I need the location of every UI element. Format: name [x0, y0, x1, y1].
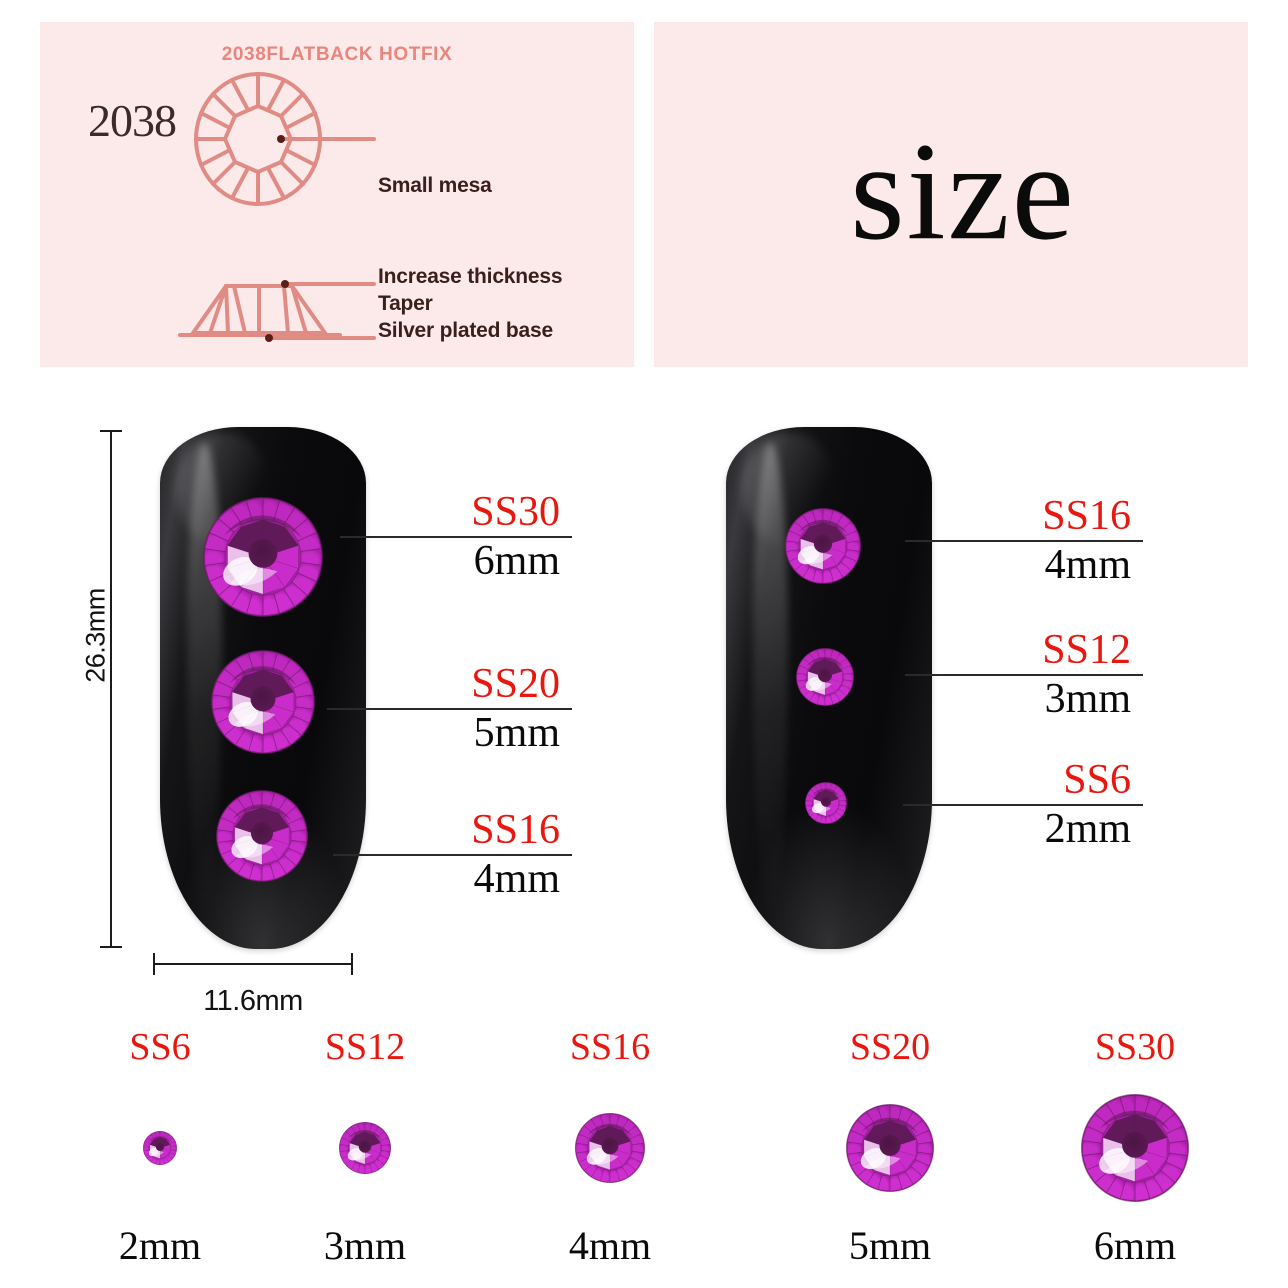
- callout-mm-label: 6mm: [473, 538, 560, 584]
- spec-model-number: 2038: [88, 95, 177, 146]
- size-cell-mm-label: 4mm: [568, 1223, 652, 1268]
- size-cell-ss-label: SS16: [569, 1026, 651, 1068]
- width-dimension-cap-right: [351, 953, 353, 975]
- gem-ss12-on-nail-right: [796, 648, 854, 706]
- size-cell-mm-label: 2mm: [118, 1223, 202, 1268]
- callout-leader: [905, 674, 1143, 676]
- label-increase-thickness: Increase thickness: [378, 265, 563, 288]
- height-dimension-label: 26.3mm: [80, 588, 111, 683]
- size-cell-ss16: SS16 4mm: [510, 1020, 710, 1288]
- callout-mm-label: 4mm: [1044, 542, 1131, 588]
- size-cell-ss20: SS20 5mm: [790, 1020, 990, 1288]
- size-cell-gem: [845, 1103, 935, 1193]
- width-dimension-label: 11.6mm: [203, 985, 303, 1017]
- callout-mm-label: 2mm: [1044, 806, 1131, 852]
- callout-mm-label: 4mm: [473, 856, 560, 902]
- anchor-dot-base: [265, 334, 273, 342]
- callout-mm-label: 5mm: [473, 710, 560, 756]
- spec-panel-header: 2038FLATBACK HOTFIX: [221, 44, 453, 65]
- size-cell-mm-label: 6mm: [1093, 1223, 1177, 1268]
- height-dimension-line: [110, 430, 112, 948]
- callout-ss-label: SS16: [471, 807, 560, 853]
- size-cell-ss-label: SS30: [1094, 1026, 1176, 1068]
- width-dimension-cap-left: [153, 953, 155, 975]
- callout-leader: [340, 536, 572, 538]
- spec-panel: 2038FLATBACK HOTFIX 2038: [40, 22, 634, 367]
- flatback-diagram: [178, 72, 376, 342]
- size-comparison-row: SS6 2mm SS12: [0, 1020, 1288, 1288]
- gem-ss30-on-nail: [203, 497, 323, 617]
- callout-leader: [903, 804, 1143, 806]
- gem-ss16-on-nail: [216, 790, 308, 882]
- height-dimension-cap-bottom: [100, 946, 122, 948]
- callout-ss-label: SS30: [471, 489, 560, 535]
- callout-ss-label: SS6: [1063, 757, 1131, 803]
- callout-leader: [327, 708, 572, 710]
- size-cell-ss-label: SS6: [129, 1026, 191, 1068]
- size-cell-gem: [1080, 1093, 1190, 1203]
- callout-leader: [905, 540, 1143, 542]
- anchor-dot-small-mesa: [277, 135, 285, 143]
- size-cell-gem: [142, 1130, 178, 1166]
- callout-ss-label: SS12: [1042, 627, 1131, 673]
- anchor-dot-thickness: [281, 280, 289, 288]
- size-cell-ss30: SS30 6mm: [1035, 1020, 1235, 1288]
- size-cell-mm-label: 3mm: [323, 1223, 407, 1268]
- width-dimension-line: [153, 963, 353, 965]
- size-cell-ss-label: SS12: [324, 1026, 406, 1068]
- callout-leader: [333, 854, 572, 856]
- height-dimension-cap-top: [100, 430, 122, 432]
- size-cell-mm-label: 5mm: [848, 1223, 932, 1268]
- gem-ss6-on-nail-right: [805, 782, 847, 824]
- size-panel: size: [654, 22, 1248, 367]
- size-heading: size: [850, 113, 1076, 269]
- label-taper: Taper: [378, 292, 433, 315]
- gem-ss16-on-nail-right: [785, 508, 861, 584]
- callout-ss-label: SS16: [1042, 493, 1131, 539]
- label-silver-plated-base: Silver plated base: [378, 319, 553, 342]
- size-cell-gem: [574, 1112, 646, 1184]
- size-cell-gem: [338, 1121, 392, 1175]
- callout-mm-label: 3mm: [1044, 676, 1131, 722]
- size-cell-ss12: SS12 3mm: [265, 1020, 465, 1288]
- callout-ss-label: SS20: [471, 661, 560, 707]
- label-small-mesa: Small mesa: [378, 174, 492, 197]
- size-cell-ss6: SS6 2mm: [60, 1020, 260, 1288]
- gem-ss20-on-nail: [211, 650, 315, 754]
- size-cell-ss-label: SS20: [849, 1026, 931, 1068]
